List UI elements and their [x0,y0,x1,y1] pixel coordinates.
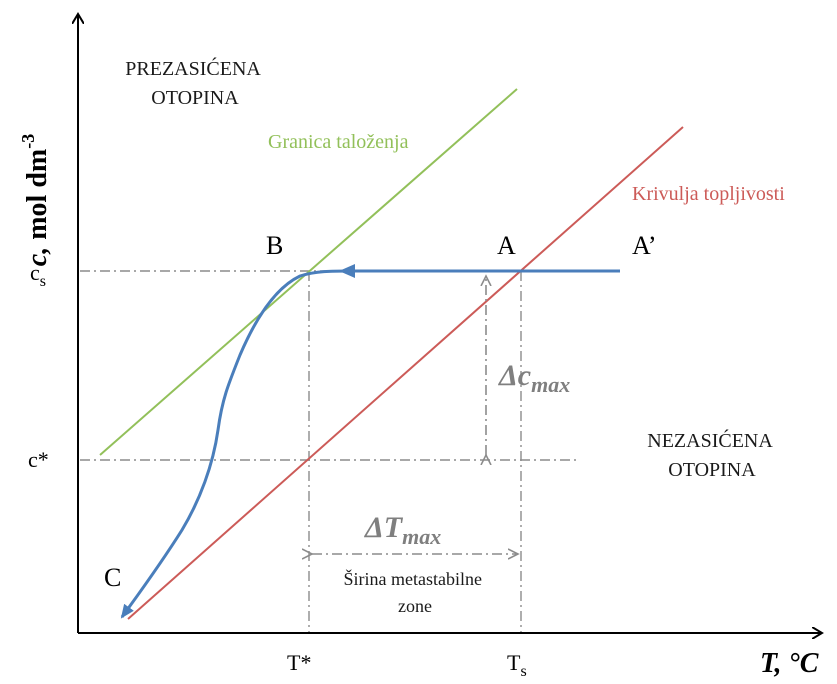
point-c-label: C [104,563,121,592]
cs-tick-label: cs [30,260,46,290]
guide-lines [80,270,580,632]
point-a-label: A [497,231,516,260]
process-path-arrow [120,269,620,619]
solubility-curve-line [127,126,684,620]
unsaturated-region-label: NEZASIĆENA OTOPINA [647,428,776,481]
delta-t-max-label: ΔTmax [364,511,441,549]
cstar-tick-label: c* [28,447,49,472]
supersaturated-region-label: PREZASIĆENA OTOPINA [125,56,264,109]
process-mid-arrowhead [339,264,355,278]
x-axis-title: T, °C [760,648,819,679]
metastable-width-label: Širina metastabilne zone [344,568,487,616]
precipitation-boundary-line [99,88,518,456]
ts-tick-label: Ts [507,650,527,680]
y-axis-title: c, mol dm-3 [18,134,53,266]
point-b-label: B [266,231,283,260]
solubility-curve-label: Krivulja topljivosti [632,183,785,205]
precipitation-boundary-label: Granica taloženja [268,131,409,153]
tstar-tick-label: T* [287,650,311,675]
point-a-prime-label: A’ [632,231,657,260]
delta-c-max-label: Δcmax [498,359,570,397]
